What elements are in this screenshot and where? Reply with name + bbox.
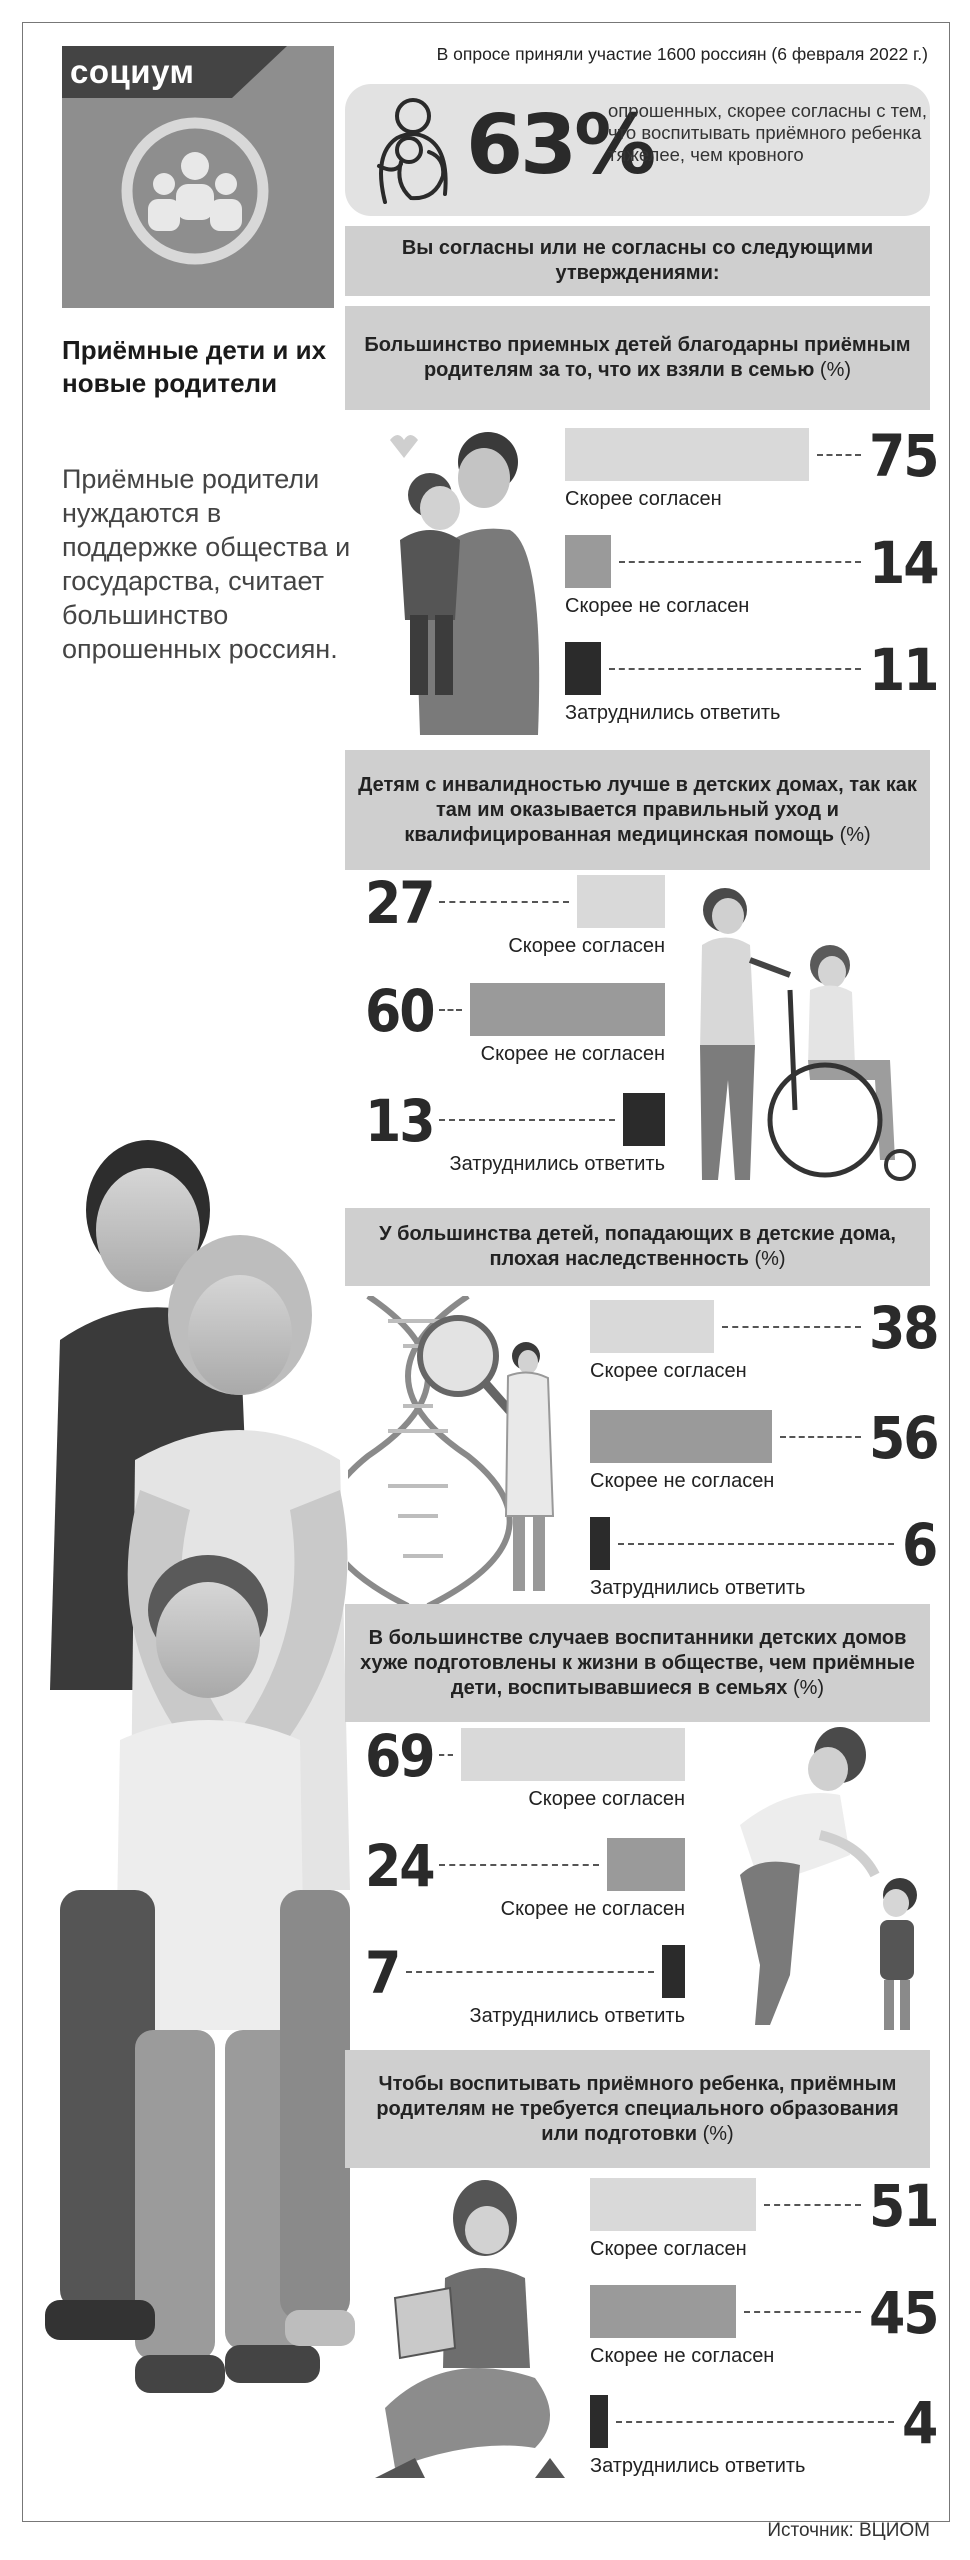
infographic-frame [22,22,950,2522]
mother-scolding-child-illustration [740,1727,917,2030]
chart-1-leader-hard [608,668,861,670]
chart-5-bar-hard [590,2395,608,2448]
wheelchair-illustration [700,888,916,1181]
chart-2-value-hard: 13 [365,1087,436,1155]
chart-4-value-agree: 69 [365,1722,436,1790]
chart-3-title: У большинства детей, попадающих в детски… [379,1223,896,1270]
chart-2-title: Детям с инвалидностью лучше в детских до… [358,773,917,846]
chart-4-label-disagree: Скорее не согласен [500,1898,685,1920]
lead-text: Приёмные родители нуждаются в поддержке … [62,464,351,664]
chart-2-bar-disagree [470,983,665,1036]
highlight-box [345,84,930,216]
chart-2-leader-agree [439,901,570,903]
chart-4-value-disagree: 24 [365,1832,436,1900]
chart-4-unit: (%) [792,1676,825,1699]
chart-3-label-hard: Затруднились ответить [590,1577,806,1599]
chart-5-label-disagree: Скорее не согласен [590,2345,775,2367]
chart-3-label-disagree: Скорее не согласен [590,1470,775,1492]
chart-1-title: Большинство приемных детей благодарны пр… [364,334,911,381]
chart-2-unit: (%) [839,823,871,846]
chart-5-label-agree: Скорее согласен [590,2238,747,2260]
chart-3-bar-disagree [590,1410,772,1463]
chart-1-label-hard: Затруднились ответить [565,702,781,724]
chart-1-label-agree: Скорее согласен [565,488,722,510]
dna-scientist-illustration [348,1296,555,1606]
chart-4-label-agree: Скорее согласен [528,1788,685,1810]
chart-1-value-disagree: 14 [869,529,940,597]
chart-4-leader-agree [439,1754,453,1756]
chart-4-bar-hard [662,1945,685,1998]
chart-2-label-hard: Затруднились ответить [449,1153,665,1175]
chart-5-leader-hard [616,2421,894,2423]
rubric-label: социум [62,46,232,98]
chart-5-unit: (%) [702,2122,734,2145]
chart-5-value-disagree: 45 [869,2279,940,2347]
chart-3-header: У большинства детей, попадающих в детски… [345,1208,930,1286]
highlight-value: 63% [466,98,656,193]
chart-5-leader-agree [763,2204,861,2206]
chart-4-bar-disagree [607,1838,685,1891]
chart-1-leader-disagree [618,561,861,563]
chart-3-leader-agree [721,1326,861,1328]
chart-1-bar-hard [565,642,601,695]
chart-3-bar-hard [590,1517,610,1570]
woman-reading-illustration [375,2180,565,2478]
highlight-text: опрошенных, скорее согласны с тем, что в… [608,100,927,165]
chart-3-value-agree: 38 [869,1294,940,1362]
intro-question-header: Вы согласны или не согласны со следующим… [345,226,930,296]
chart-5-value-agree: 51 [869,2172,940,2240]
chart-2-label-disagree: Скорее не согласен [480,1043,665,1065]
people-group-icon [121,117,269,265]
parent-child-hug-icon [377,98,448,204]
chart-5-title: Чтобы воспитывать приёмного ребенка, при… [376,2072,899,2145]
chart-3-value-hard: 6 [902,1511,938,1579]
chart-5-value-hard: 4 [902,2389,938,2457]
chart-1-value-hard: 11 [869,636,940,704]
source-note: Источник: ВЦИОМ [767,2520,930,2541]
chart-1-bar-disagree [565,535,611,588]
chart-3-value-disagree: 56 [869,1404,940,1472]
chart-1-leader-agree [816,454,861,456]
chart-3-label-agree: Скорее согласен [590,1360,747,1382]
chart-4-leader-hard [406,1971,655,1973]
father-hugging-child-illustration [390,432,540,735]
chart-2-value-agree: 27 [365,869,436,937]
chart-4-header: В большинстве случаев воспитанники детск… [345,1604,930,1722]
chart-5-bar-disagree [590,2285,737,2338]
chart-2-leader-disagree [439,1009,462,1011]
chart-1-unit: (%) [819,359,852,381]
chart-3-leader-disagree [780,1436,861,1438]
chart-5-bar-agree [590,2178,756,2231]
chart-4-leader-disagree [439,1864,599,1866]
page-title: Приёмные дети и их новые родители [62,335,327,398]
survey-note: В опросе приняли участие 1600 россиян (6… [436,44,928,64]
chart-5-header: Чтобы воспитывать приёмного ребенка, при… [345,2050,930,2168]
chart-1-value-agree: 75 [869,422,940,490]
chart-3-leader-hard [617,1543,894,1545]
chart-1-label-disagree: Скорее не согласен [565,595,750,617]
chart-4-value-hard: 7 [365,1939,401,2007]
chart-5-leader-disagree [744,2311,861,2313]
chart-2-value-disagree: 60 [365,977,436,1045]
family-photo [45,1140,355,2393]
chart-4-bar-agree [460,1728,685,1781]
chart-3-unit: (%) [754,1248,786,1270]
chart-2-header: Детям с инвалидностью лучше в детских до… [345,750,930,870]
chart-4-title: В большинстве случаев воспитанники детск… [360,1626,915,1699]
intro-question: Вы согласны или не согласны со следующим… [401,237,874,284]
chart-2-bar-hard [622,1093,665,1146]
rubric-notch [232,46,287,98]
chart-1-bar-agree [565,428,809,481]
chart-1-header: Большинство приемных детей благодарны пр… [345,306,930,410]
chart-4-label-hard: Затруднились ответить [469,2005,685,2027]
chart-2-leader-hard [439,1119,615,1121]
chart-2-label-agree: Скорее согласен [508,935,665,957]
chart-5-label-hard: Затруднились ответить [590,2455,806,2477]
chart-2-bar-agree [577,875,665,928]
chart-3-bar-agree [590,1300,714,1353]
